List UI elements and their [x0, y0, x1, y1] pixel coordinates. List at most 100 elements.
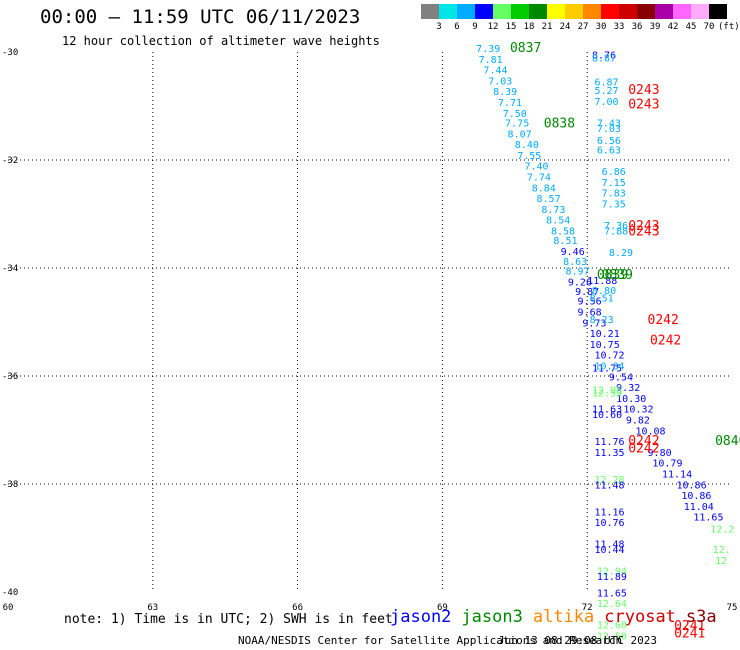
data-point-label: 11.88 — [587, 276, 617, 287]
data-point-label: 6.86 — [602, 167, 626, 178]
color-scale-swatch — [583, 4, 601, 19]
time-label: 0838 — [544, 117, 575, 132]
data-point-label: 8.39 — [493, 87, 517, 98]
data-point-label: 10.08 — [635, 426, 665, 437]
color-scale-label: 21 — [541, 22, 553, 32]
data-point-label: 10.21 — [590, 329, 620, 340]
data-point-label: 10.76 — [594, 518, 624, 529]
data-point-label: 7.03 — [488, 76, 512, 87]
color-scale-label: (ft) — [718, 22, 740, 32]
data-point-label: 9.26 — [568, 277, 592, 288]
data-point-label: 7.35 — [602, 200, 626, 211]
data-point-label: 8.73 — [541, 205, 565, 216]
color-scale-swatch — [529, 4, 547, 19]
data-point-label: 8.58 — [551, 227, 575, 238]
color-scale-label: 70 — [703, 22, 715, 32]
color-scale-swatch — [637, 4, 655, 19]
data-point-label: 12.50 — [597, 632, 627, 643]
color-scale-label: 15 — [505, 22, 517, 32]
x-tick-label: 69 — [437, 603, 448, 613]
data-point-label: 10.30 — [616, 394, 646, 405]
data-point-label: 8.51 — [590, 293, 614, 304]
y-tick-label: -32 — [2, 156, 18, 166]
y-tick-label: -36 — [2, 372, 18, 382]
color-scale-swatch — [619, 4, 637, 19]
data-point-label: 8.07 — [508, 129, 532, 140]
data-point-label: 9.73 — [582, 318, 606, 329]
data-point-label: 11.89 — [597, 572, 627, 583]
data-point-label: 10.86 — [676, 480, 706, 491]
data-point-label: 8.51 — [553, 236, 577, 247]
color-scale-swatch — [655, 4, 673, 19]
satellite-legend: jason2 jason3 altika cryosat s3a — [390, 607, 727, 627]
data-point-label: 10.72 — [594, 351, 624, 362]
color-scale-label: 30 — [595, 22, 607, 32]
data-point-label: 7.81 — [479, 55, 503, 66]
satellite-legend-entry: jason2 — [390, 607, 452, 627]
data-point-label: 6.63 — [597, 146, 621, 157]
color-scale-swatch — [547, 4, 565, 19]
data-point-label: 8.63 — [563, 257, 587, 268]
color-scale-label: 27 — [577, 22, 589, 32]
color-scale-swatch — [709, 4, 727, 19]
x-tick-label: 72 — [582, 603, 593, 613]
color-scale-label: 18 — [523, 22, 535, 32]
time-label: 0839 — [602, 268, 633, 283]
data-point-label: 10.79 — [652, 459, 682, 470]
color-scale-label: 3 — [436, 22, 442, 32]
x-tick-label: 66 — [292, 603, 303, 613]
data-point-label: 7.15 — [602, 178, 626, 189]
data-point-label: 5.27 — [594, 86, 618, 97]
data-point-label: 10.34 — [594, 362, 624, 373]
data-point-label: 8.54 — [546, 216, 570, 227]
data-point-label: 12 — [715, 556, 727, 567]
data-point-label: 6.87 — [594, 77, 618, 88]
data-point-label: 7.44 — [483, 66, 507, 77]
data-point-label: 7.55 — [517, 151, 541, 162]
data-point-label: 7.03 — [597, 124, 621, 135]
data-point-label: 11.14 — [662, 470, 692, 481]
time-label: 0242 — [650, 334, 681, 349]
color-scale-label: 24 — [559, 22, 571, 32]
data-point-label: 7.43 — [597, 119, 621, 130]
satellite-legend-entry: cryosat — [604, 607, 676, 627]
data-point-label: 10.60 — [592, 410, 622, 421]
data-point-label: 8.80 — [592, 286, 616, 297]
color-scale-label: 39 — [649, 22, 661, 32]
color-scale-label: 6 — [454, 22, 460, 32]
time-label: 0243 — [628, 83, 659, 98]
data-point-label: 7.00 — [594, 97, 618, 108]
data-point-label: 12. — [713, 545, 731, 556]
data-point-label: 9.54 — [609, 372, 633, 383]
color-scale-swatch — [511, 4, 529, 19]
data-point-label: 9.68 — [578, 308, 602, 319]
data-point-label: 7.83 — [602, 189, 626, 200]
data-point-label: 7.39 — [476, 44, 500, 55]
color-scale-label: 33 — [613, 22, 625, 32]
timestamp-text: Jun 13 08:29:08 UTC 2023 — [498, 634, 657, 647]
data-point-label: 8.84 — [532, 183, 556, 194]
data-point-label: 11.16 — [594, 507, 624, 518]
color-scale-swatch — [493, 4, 511, 19]
data-point-label: 9.46 — [561, 247, 585, 258]
data-point-label: 11.48 — [594, 540, 624, 551]
x-tick-label: 63 — [147, 603, 158, 613]
data-point-label: 7.75 — [505, 119, 529, 130]
color-scale-swatch — [691, 4, 709, 19]
color-scale-label: 42 — [667, 22, 679, 32]
data-point-label: 11.65 — [693, 513, 723, 524]
data-point-label: 9.82 — [626, 416, 650, 427]
footer-note: note: 1) Time is in UTC; 2) SWH is in fe… — [64, 612, 393, 627]
data-point-label: 11.04 — [684, 502, 714, 513]
data-point-label: 9.56 — [578, 297, 602, 308]
y-tick-label: -34 — [2, 264, 18, 274]
data-point-label: 11.65 — [597, 588, 627, 599]
data-point-label: 7.40 — [524, 162, 548, 173]
satellite-legend-entry: jason3 — [461, 607, 523, 627]
y-tick-label: -40 — [2, 588, 18, 598]
y-tick-label: -38 — [2, 480, 18, 490]
color-scale-swatch — [421, 4, 439, 19]
credit-text: NOAA/NESDIS Center for Satellite Applica… — [238, 634, 623, 647]
data-point-label: 11.75 — [592, 364, 622, 375]
